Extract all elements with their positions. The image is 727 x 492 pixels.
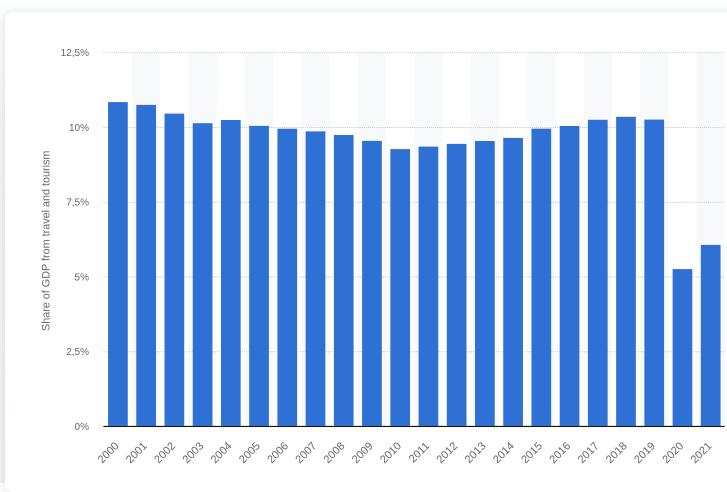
- svg-text:2009: 2009: [350, 440, 376, 466]
- svg-text:2021: 2021: [689, 440, 715, 466]
- svg-text:2019: 2019: [632, 440, 658, 466]
- svg-text:2005: 2005: [237, 440, 263, 466]
- svg-text:2,5%: 2,5%: [66, 347, 89, 358]
- svg-text:0%: 0%: [75, 422, 90, 433]
- svg-text:7,5%: 7,5%: [66, 198, 89, 209]
- svg-text:2003: 2003: [181, 440, 207, 466]
- svg-text:2015: 2015: [519, 440, 545, 466]
- svg-text:5%: 5%: [75, 273, 90, 284]
- svg-text:2013: 2013: [463, 440, 489, 466]
- svg-text:2011: 2011: [407, 440, 432, 465]
- svg-text:Share of GDP from travel and t: Share of GDP from travel and tourism: [40, 151, 52, 331]
- svg-text:2002: 2002: [152, 440, 178, 466]
- svg-text:2008: 2008: [322, 440, 348, 466]
- svg-text:2006: 2006: [265, 440, 291, 466]
- svg-text:2016: 2016: [547, 440, 573, 466]
- svg-text:2020: 2020: [660, 440, 686, 466]
- svg-text:2014: 2014: [491, 440, 517, 466]
- svg-text:2010: 2010: [378, 440, 404, 466]
- svg-text:2004: 2004: [209, 440, 235, 466]
- svg-text:2018: 2018: [604, 440, 630, 466]
- svg-text:2001: 2001: [124, 440, 150, 466]
- svg-text:2007: 2007: [293, 440, 319, 466]
- svg-text:2012: 2012: [435, 440, 461, 466]
- svg-text:10%: 10%: [69, 123, 89, 134]
- svg-text:2017: 2017: [576, 440, 602, 466]
- svg-text:12,5%: 12,5%: [61, 48, 89, 59]
- svg-text:2000: 2000: [96, 440, 122, 466]
